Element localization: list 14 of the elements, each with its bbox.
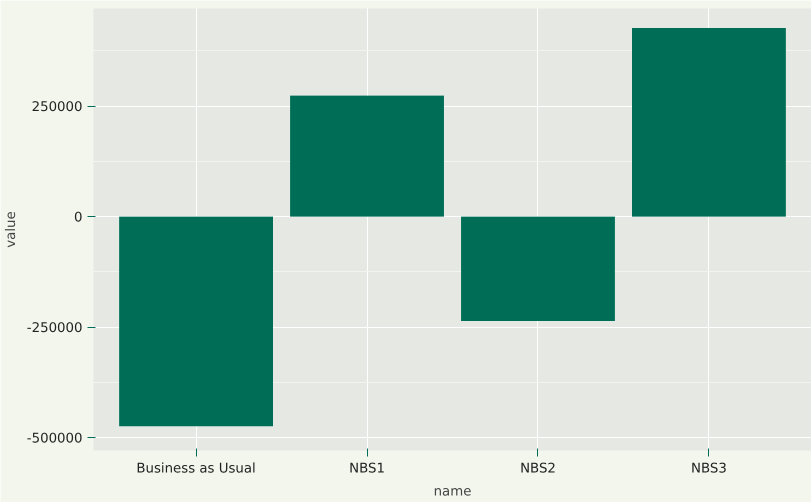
x-tick-label: Business as Usual: [136, 462, 256, 476]
bar: [461, 216, 615, 321]
x-tick-label: NBS2: [520, 462, 556, 476]
y-tick-label: 0: [74, 210, 83, 226]
y-tick-label: -250000: [26, 321, 83, 336]
x-tick-label: NBS3: [691, 462, 727, 476]
y-tick-label: -500000: [26, 432, 83, 447]
bar: [632, 28, 786, 217]
x-axis-title: name: [434, 484, 472, 500]
bar: [290, 96, 444, 217]
y-axis-title: value: [4, 211, 19, 248]
x-tick-label: NBS1: [349, 462, 385, 476]
y-tick-label: 250000: [32, 100, 83, 116]
bar: [119, 216, 273, 426]
